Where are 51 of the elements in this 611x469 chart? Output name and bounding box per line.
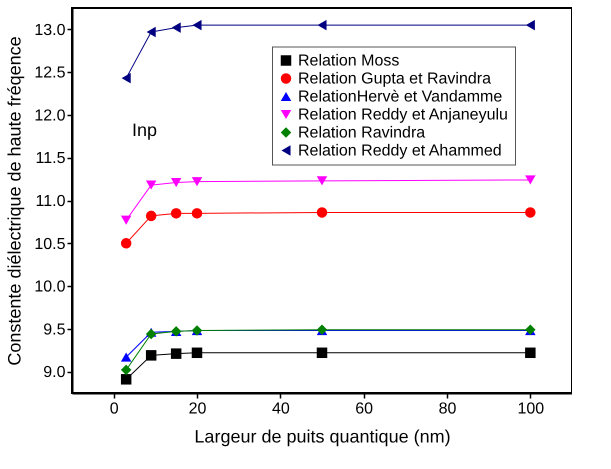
point xyxy=(146,328,156,340)
point xyxy=(170,178,182,188)
point xyxy=(146,180,156,190)
point xyxy=(192,20,202,30)
point xyxy=(122,72,131,84)
x-tick-label: 40 xyxy=(272,400,290,418)
x-tick-label: 80 xyxy=(438,400,456,418)
point xyxy=(146,350,156,361)
point xyxy=(120,238,132,249)
x-tick-label: 20 xyxy=(188,400,206,418)
y-tick-label: 9.5 xyxy=(43,321,66,338)
point xyxy=(525,207,536,218)
y-tick-label: 10.5 xyxy=(34,236,66,253)
point xyxy=(120,374,132,385)
point xyxy=(120,216,132,225)
x-tick-label: 0 xyxy=(110,400,119,418)
point xyxy=(146,26,156,38)
point xyxy=(525,348,536,358)
point xyxy=(526,20,535,30)
y-tick-label: 11.5 xyxy=(36,150,66,168)
point xyxy=(120,352,132,362)
y-tick-label: 11.0 xyxy=(36,193,66,210)
point xyxy=(192,208,202,219)
y-tick-label: 9.0 xyxy=(43,364,66,382)
annotation: Inp xyxy=(132,120,158,140)
point xyxy=(192,348,202,358)
y-axis-title: Constente diélectrique de haute fréqence xyxy=(4,36,24,366)
x-tick-label: 100 xyxy=(517,400,544,418)
point xyxy=(170,348,182,359)
legend-label: RelationHervè et Vandamme xyxy=(298,88,502,106)
point xyxy=(172,22,181,33)
y-tick-label: 12.0 xyxy=(34,107,66,124)
point xyxy=(316,176,328,186)
legend-label: Relation Gupta et Ravindra xyxy=(298,70,492,88)
legend-label: Relation Reddy et Ahammed xyxy=(298,142,502,160)
point xyxy=(316,207,328,218)
y-tick-label: 10.0 xyxy=(34,278,66,296)
legend-label: Relation Ravindra xyxy=(298,124,426,142)
point xyxy=(317,20,327,30)
point xyxy=(525,175,536,185)
y-tick-label: 13.0 xyxy=(34,22,66,39)
point xyxy=(192,177,202,186)
legend-label: Relation Moss xyxy=(298,52,400,70)
x-axis-title: Largeur de puits quantique (nm) xyxy=(194,426,451,446)
point xyxy=(146,210,156,222)
legend-label: Relation Reddy et Anjaneyulu xyxy=(298,106,508,124)
point xyxy=(120,364,132,376)
y-tick-label: 12.5 xyxy=(34,64,66,82)
point xyxy=(170,208,182,219)
point xyxy=(316,348,328,358)
x-tick-label: 60 xyxy=(355,400,374,418)
